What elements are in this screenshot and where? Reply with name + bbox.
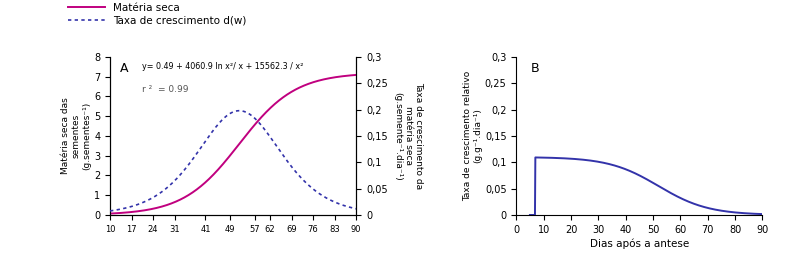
Text: B: B [531, 62, 540, 75]
Y-axis label: Taxa de crescimento relativo
(g.g⁻¹.dia⁻¹): Taxa de crescimento relativo (g.g⁻¹.dia⁻… [463, 71, 482, 201]
Legend: Matéria seca, Taxa de crescimento d(w): Matéria seca, Taxa de crescimento d(w) [68, 3, 246, 26]
X-axis label: Dias após a antese: Dias após a antese [590, 239, 689, 249]
Y-axis label: Matéria seca das
sementes
(g.sementes⁻¹): Matéria seca das sementes (g.sementes⁻¹) [61, 98, 91, 174]
Y-axis label: Taxa de crescimento da
matéria seca
(g.semente⁻¹.dia⁻¹): Taxa de crescimento da matéria seca (g.s… [393, 82, 423, 190]
Text: r ²  = 0.99: r ² = 0.99 [142, 85, 189, 95]
Text: y= 0.49 + 4060.9 ln x²/ x + 15562.3 / x²: y= 0.49 + 4060.9 ln x²/ x + 15562.3 / x² [142, 62, 303, 71]
Text: A: A [120, 62, 128, 75]
